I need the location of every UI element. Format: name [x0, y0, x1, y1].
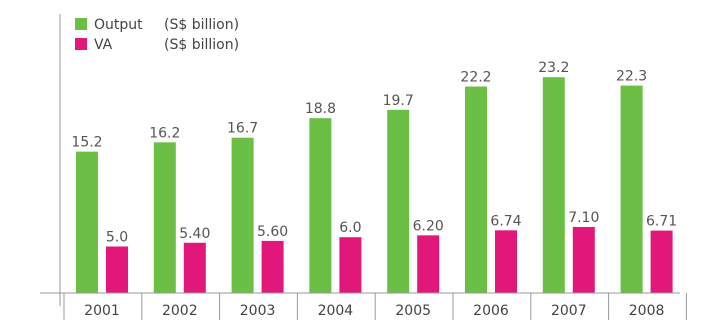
x-tick-label-2001: 2001: [84, 303, 120, 319]
data-label-va-2005: 6.20: [413, 218, 444, 234]
bar-va-2008: [650, 230, 673, 293]
bar-output-2003: [231, 137, 254, 293]
data-label-output-2008: 22.3: [616, 69, 647, 85]
bar-va-2005: [417, 235, 440, 293]
x-tick-label-2007: 2007: [551, 303, 587, 319]
bar-output-2007: [542, 77, 565, 294]
legend-label-va: VA: [94, 37, 113, 53]
x-tick-label-2008: 2008: [629, 303, 665, 319]
bar-va-2002: [183, 242, 206, 293]
data-label-output-2004: 18.8: [305, 101, 336, 117]
x-tick-label-2003: 2003: [240, 303, 276, 319]
data-label-va-2002: 5.40: [179, 226, 210, 242]
data-label-va-2004: 6.0: [339, 220, 361, 236]
bar-output-2006: [465, 86, 487, 293]
data-label-output-2005: 19.7: [383, 93, 414, 109]
data-label-va-2007: 7.10: [568, 210, 599, 226]
bar-va-2001: [106, 246, 128, 293]
axes: 2001 2002 2003 2004 2005 2006 2007 2008: [40, 14, 687, 320]
data-label-output-2001: 15.2: [71, 135, 102, 151]
data-label-va-2006: 6.74: [490, 213, 521, 229]
data-label-va-2008: 6.71: [646, 214, 677, 230]
legend-label-output: Output: [94, 17, 143, 33]
legend-swatch-output: [75, 18, 87, 30]
legend-unit-va: (S$ billion): [164, 37, 239, 53]
data-label-va-2001: 5.0: [106, 230, 128, 246]
bar-va-2003: [261, 240, 284, 293]
bar-va-2006: [495, 230, 517, 293]
bar-output-2004: [309, 118, 332, 293]
data-label-va-2003: 5.60: [257, 224, 288, 240]
data-label-output-2003: 16.7: [227, 121, 258, 137]
data-label-output-2006: 22.2: [460, 70, 491, 86]
x-tick-label-2002: 2002: [162, 303, 198, 319]
legend: Output (S$ billion) VA (S$ billion): [75, 17, 239, 53]
x-tick-label-2004: 2004: [318, 303, 354, 319]
bar-output-2005: [387, 109, 410, 293]
bar-va-2007: [572, 226, 595, 293]
x-tick-label-2005: 2005: [395, 303, 431, 319]
bar-va-2004: [339, 237, 362, 293]
bars: 15.2 5.0 16.2 5.40 16.7 5.60 18.8 6.0 19.7 6.20 22…: [71, 60, 677, 294]
bar-output-2008: [620, 85, 643, 293]
legend-unit-output: (S$ billion): [164, 17, 239, 33]
legend-swatch-va: [75, 38, 87, 50]
data-label-output-2007: 23.2: [538, 60, 569, 76]
bar-output-2001: [76, 151, 98, 293]
bar-output-2002: [153, 142, 176, 293]
data-label-output-2002: 16.2: [149, 125, 180, 141]
x-tick-label-2006: 2006: [473, 303, 509, 319]
